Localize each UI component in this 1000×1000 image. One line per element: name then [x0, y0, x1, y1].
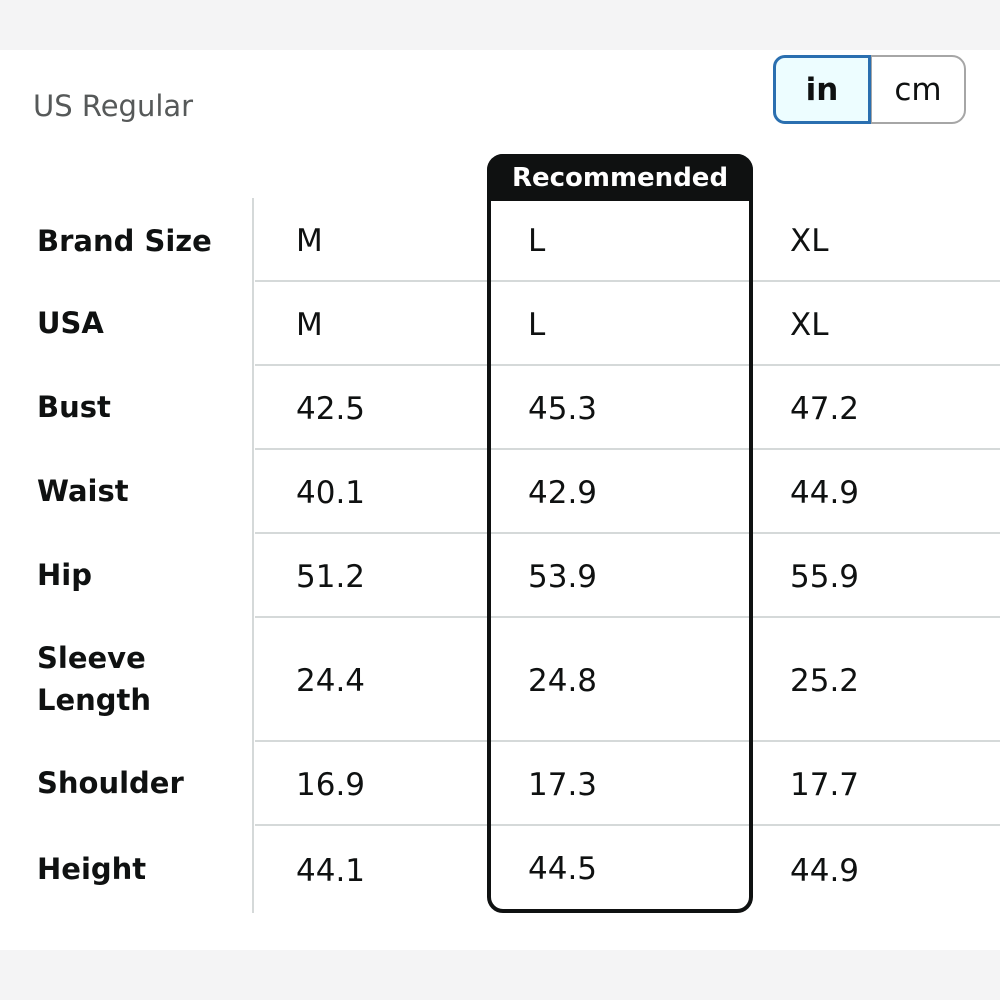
row-divider [255, 532, 1000, 534]
unit-toggle[interactable]: in cm [773, 55, 966, 124]
table-row-usa: USA M L XL [0, 282, 1000, 366]
row-label: USA [37, 306, 104, 340]
table-cell: 24.4 [296, 663, 366, 699]
row-divider [255, 740, 1000, 742]
row-label: Shoulder [37, 766, 184, 800]
table-cell: 53.9 [528, 559, 598, 595]
table-cell: 16.9 [296, 767, 366, 803]
table-cell: 44.9 [790, 853, 860, 889]
table-cell: 51.2 [296, 559, 366, 595]
table-cell: 42.9 [528, 475, 598, 511]
row-label: Brand Size [37, 224, 212, 258]
table-cell: 47.2 [790, 391, 860, 427]
recommended-badge: Recommended [487, 154, 753, 201]
table-cell: 45.3 [528, 391, 598, 427]
row-divider [255, 824, 1000, 826]
table-cell: 25.2 [790, 663, 860, 699]
table-cell: L [528, 223, 546, 259]
table-row-waist: Waist 40.1 42.9 44.9 [0, 450, 1000, 534]
row-label: Hip [37, 558, 92, 592]
row-label: Height [37, 852, 147, 886]
row-label: Sleeve Length [37, 641, 152, 717]
table-cell: M [296, 223, 323, 259]
table-cell: 42.5 [296, 391, 366, 427]
unit-option-in[interactable]: in [773, 55, 871, 124]
table-cell: 44.5 [528, 851, 598, 887]
size-region-label: US Regular [33, 89, 194, 123]
table-row-hip: Hip 51.2 53.9 55.9 [0, 534, 1000, 618]
table-row-shoulder: Shoulder 16.9 17.3 17.7 [0, 742, 1000, 826]
table-cell: L [528, 307, 546, 343]
table-cell: 55.9 [790, 559, 860, 595]
row-divider [255, 280, 1000, 282]
table-cell: XL [790, 223, 829, 259]
table-row-sleeve-length: Sleeve Length 24.4 24.8 25.2 [0, 618, 1000, 742]
table-row-bust: Bust 42.5 45.3 47.2 [0, 366, 1000, 450]
table-row-height: Height 44.1 44.5 44.9 [0, 826, 1000, 913]
table-cell: XL [790, 307, 829, 343]
table-cell: 17.3 [528, 767, 598, 803]
unit-option-cm[interactable]: cm [871, 57, 964, 122]
row-label: Bust [37, 390, 111, 424]
row-divider [255, 364, 1000, 366]
row-divider [255, 448, 1000, 450]
table-cell: 44.1 [296, 853, 366, 889]
table-cell: M [296, 307, 323, 343]
table-cell: 40.1 [296, 475, 366, 511]
table-row-brand-size: Brand Size M L XL [0, 198, 1000, 282]
row-divider [255, 616, 1000, 618]
table-cell: 24.8 [528, 663, 598, 699]
table-cell: 44.9 [790, 475, 860, 511]
label-column-divider [252, 198, 254, 913]
table-cell: 17.7 [790, 767, 860, 803]
row-label: Waist [37, 474, 129, 508]
